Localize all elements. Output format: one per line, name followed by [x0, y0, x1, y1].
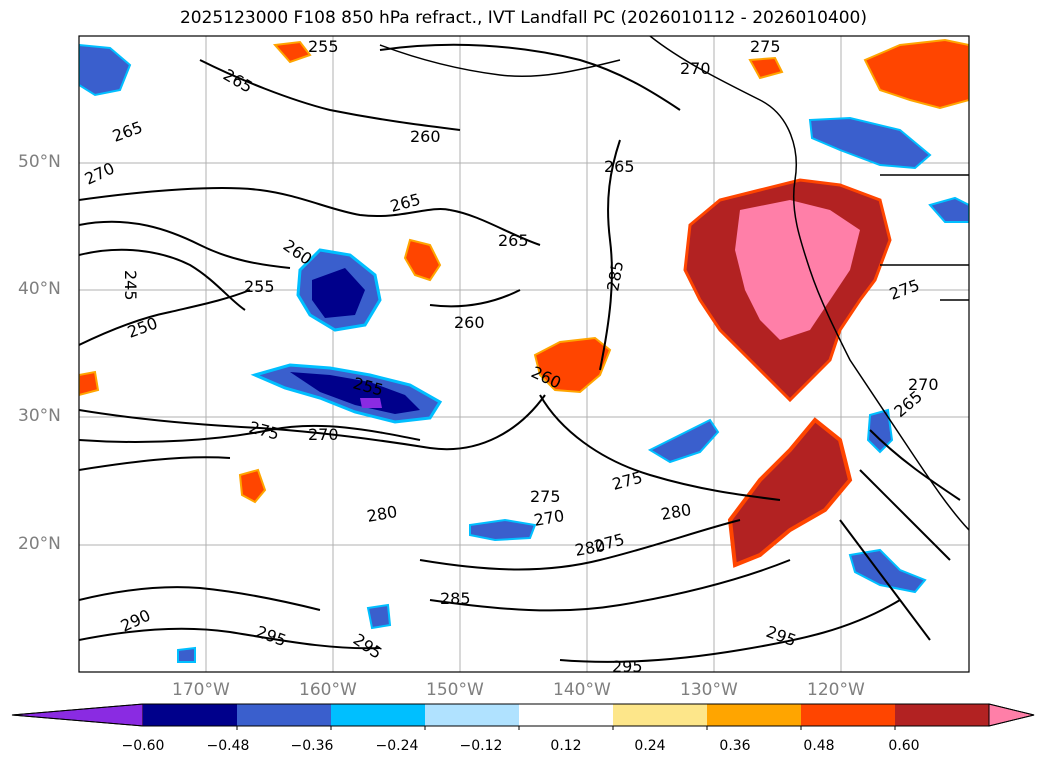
contour-label: 270: [308, 425, 339, 444]
fill-region-small-sw: [177, 646, 196, 663]
contour-line: [199, 59, 461, 131]
colorbar: [11, 703, 1035, 730]
contour-line: [419, 519, 741, 571]
contour-label: 295: [612, 657, 643, 676]
contour-label: 275: [750, 37, 781, 56]
contour-line: [79, 187, 451, 217]
lat-label: 50°N: [18, 152, 61, 172]
coastline-north-america: [649, 36, 969, 531]
contour-label: 285: [440, 589, 471, 608]
colorbar-tick-label: 0.60: [888, 738, 920, 754]
map-frame: [78, 35, 970, 673]
contour-line: [859, 469, 951, 561]
contour-line: [839, 519, 931, 641]
contour-line: [79, 220, 291, 269]
contour-line: [599, 139, 621, 371]
contour-label: 260: [410, 127, 441, 146]
contour-line: [869, 429, 961, 501]
fill-region-small-west: [238, 468, 267, 504]
contour-label: 265: [604, 157, 635, 176]
contour-line: [559, 599, 901, 663]
colorbar-tick-label: 0.24: [634, 738, 666, 754]
contour-line: [449, 209, 541, 246]
colorbar-outline: [11, 703, 1035, 727]
colorbar-segment: [895, 704, 989, 726]
colorbar-segment: [143, 704, 237, 726]
colorbar-segment: [237, 704, 331, 726]
colorbar-segment: [519, 704, 613, 726]
colorbar-extend-min: [11, 703, 144, 727]
lon-label: 140°W: [553, 680, 611, 700]
colorbar-tick-label: −0.12: [459, 738, 503, 754]
filled-positive-regions: [79, 38, 969, 568]
fill-region-subtropical-plume: [727, 417, 853, 568]
lat-label: 20°N: [18, 534, 61, 554]
fill-region-left-edge: [79, 370, 100, 397]
colorbar-segment: [331, 704, 425, 726]
lon-label: 170°W: [172, 680, 230, 700]
lon-label: 150°W: [426, 680, 484, 700]
fill-region-east-edge: [928, 196, 969, 223]
coastlines: [379, 36, 969, 531]
coastline-alaska: [379, 44, 621, 78]
fill-region-dateline-small: [403, 238, 442, 282]
contour-label: 270: [908, 375, 939, 394]
fill-region-bc-coast: [808, 116, 932, 170]
colorbar-extend-max: [988, 703, 1035, 727]
contour-line: [79, 456, 231, 471]
contour-label: 255: [244, 277, 275, 296]
contour-line: [79, 627, 381, 650]
contour-lines: [79, 43, 961, 663]
fill-region-north-low-core: [312, 268, 365, 318]
fill-region-central-low-core: [290, 372, 420, 414]
fill-region-small-north: [272, 40, 312, 64]
contour-line: [79, 586, 321, 611]
contour-label: 260: [454, 313, 485, 332]
contour-label: 245: [121, 270, 140, 301]
fill-region-trade-band: [469, 518, 537, 542]
fill-region-small-south: [366, 603, 392, 630]
lon-label: 160°W: [299, 680, 357, 700]
contour-line: [429, 559, 791, 612]
lat-label: 30°N: [18, 406, 61, 426]
colorbar-tick-label: 0.12: [550, 738, 582, 754]
map-content: [79, 36, 969, 672]
contour-label: 270: [680, 59, 711, 78]
colorbar-tick-label: −0.60: [121, 738, 165, 754]
colorbar-tick-label: −0.48: [206, 738, 250, 754]
contour-line: [79, 424, 421, 443]
colorbar-tick-label: 0.36: [719, 738, 751, 754]
colorbar-segment: [801, 704, 895, 726]
filled-negative-regions: [79, 43, 969, 663]
contour-line: [79, 289, 251, 346]
fill-region-baja: [848, 548, 927, 594]
colorbar-segment: [707, 704, 801, 726]
fill-region-west-coast-core: [735, 200, 860, 340]
lat-label: 40°N: [18, 279, 61, 299]
fill-region-hawaii-east: [647, 418, 720, 464]
contour-label: 255: [308, 37, 339, 56]
colorbar-segment: [425, 704, 519, 726]
fill-region-central-low-center: [360, 398, 382, 408]
colorbar-tick-label: 0.48: [803, 738, 835, 754]
contour-line: [539, 394, 781, 501]
fill-region-small-ne: [748, 56, 784, 80]
fill-region-nw-corner: [79, 43, 132, 97]
contour-line: [429, 289, 521, 308]
colorbar-segment: [613, 704, 707, 726]
colorbar-tick-label: −0.24: [375, 738, 419, 754]
contour-line: [379, 43, 681, 111]
colorbar-tick-label: −0.36: [290, 738, 334, 754]
contour-label: 275: [530, 487, 561, 506]
contour-line: [79, 394, 546, 451]
fill-region-alaska-coast: [863, 38, 969, 110]
map-title: 2025123000 F108 850 hPa refract., IVT La…: [179, 8, 867, 28]
lon-label: 120°W: [807, 680, 865, 700]
contour-label: 265: [498, 231, 529, 250]
lon-label: 130°W: [680, 680, 738, 700]
fill-region-mid-pacific: [533, 336, 612, 394]
